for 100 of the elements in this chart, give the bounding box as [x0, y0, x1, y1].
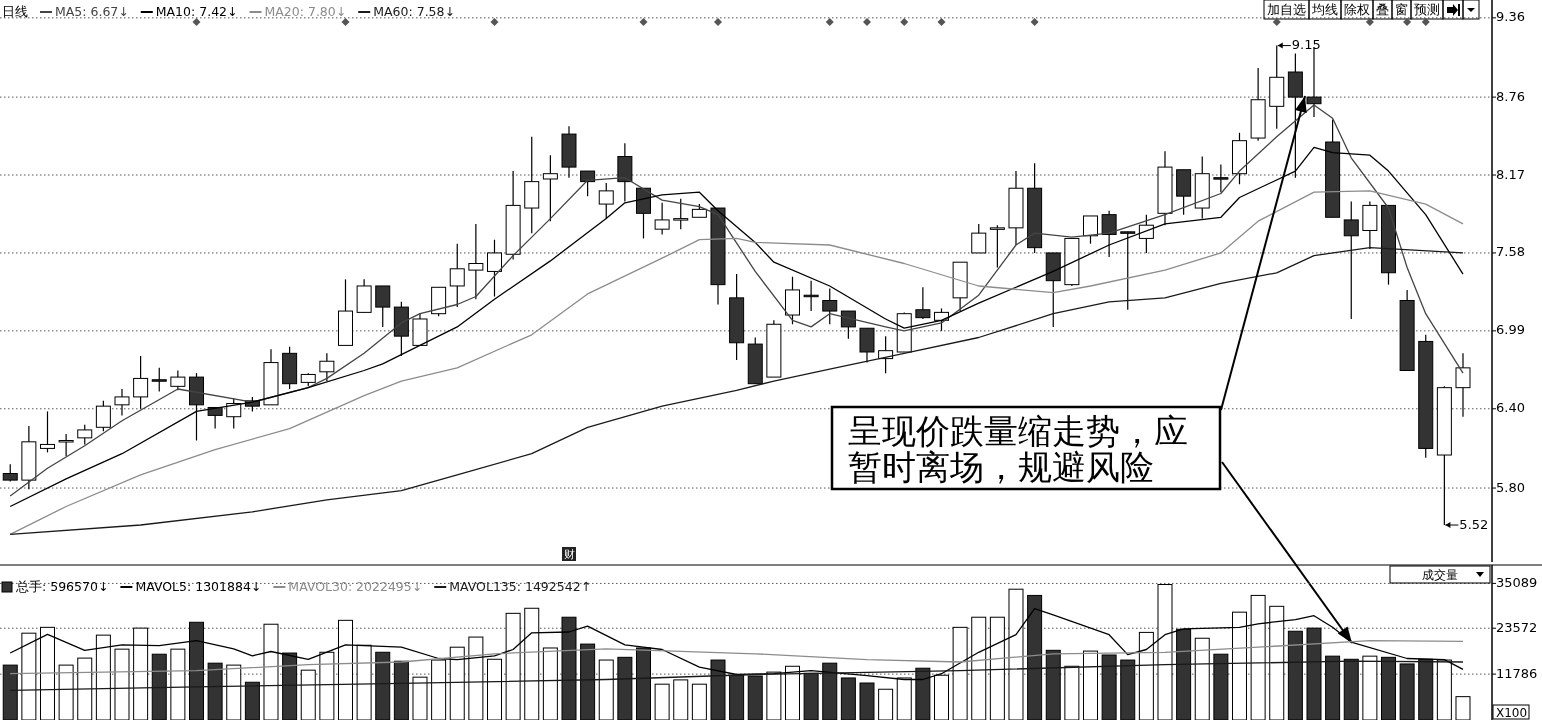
candlestick	[859, 327, 875, 364]
candlestick	[1082, 215, 1098, 245]
candlestick	[673, 198, 689, 230]
annotation: 成交量	[1422, 567, 1458, 582]
bar	[580, 643, 596, 720]
candlestick	[580, 170, 596, 197]
bar	[207, 662, 223, 720]
candlestick	[1343, 200, 1359, 320]
bar	[1343, 658, 1359, 720]
bar	[1399, 663, 1415, 720]
legend-label: MA10: 7.42↓	[155, 3, 238, 19]
y-tick-label: 5.80	[1496, 479, 1525, 495]
line-series	[9, 639, 1464, 675]
bar	[598, 659, 614, 720]
bar	[393, 660, 409, 720]
annotation: 呈现价跌量缩走势，应暂时离场，规避风险	[848, 411, 1188, 487]
candlestick	[1120, 231, 1136, 311]
bar	[486, 658, 502, 720]
candlestick	[226, 397, 242, 430]
legend-label: MA5: 6.67↓	[55, 3, 129, 19]
candlestick	[1101, 210, 1117, 258]
bar	[654, 683, 670, 720]
legend-label: MA20: 7.80↓	[264, 3, 347, 19]
candlestick	[1138, 214, 1154, 254]
bar	[1194, 637, 1210, 720]
bar	[673, 679, 689, 720]
candlestick	[375, 285, 391, 328]
annotation: 均线	[1311, 1, 1338, 17]
candlestick	[542, 154, 558, 222]
bar	[1064, 665, 1080, 720]
legend-label: MAVOL30: 2022495↓	[288, 578, 423, 594]
candlestick	[915, 286, 931, 320]
candlestick	[598, 182, 614, 220]
bar	[170, 648, 186, 720]
bar	[58, 664, 74, 720]
candlestick	[151, 367, 167, 393]
bar	[244, 681, 260, 720]
bar	[1455, 696, 1471, 720]
bar	[226, 664, 242, 720]
candlestick	[39, 410, 55, 453]
y-tick-label: 6.40	[1496, 400, 1525, 416]
bar	[412, 676, 428, 720]
bar	[617, 656, 633, 720]
candlestick	[822, 288, 838, 325]
y-tick-label: 8.76	[1496, 88, 1525, 104]
annotation: 加自选	[1267, 1, 1306, 17]
candlestick	[486, 239, 502, 298]
legend-label: MAVOL5: 1301884↓	[135, 578, 262, 594]
annotation: 9.15	[1291, 37, 1321, 53]
y-axis-title: X100	[1496, 706, 1528, 720]
bar	[1045, 649, 1061, 720]
bar	[803, 672, 819, 720]
candlestick	[114, 388, 130, 416]
bar	[1082, 650, 1098, 720]
annotation: 5.52	[1459, 516, 1489, 532]
candlestick	[654, 202, 670, 236]
y-tick-label: 35089	[1496, 574, 1538, 590]
bar	[1306, 627, 1322, 720]
annotation: 窗	[1395, 1, 1408, 17]
bar	[1120, 659, 1136, 720]
bar	[300, 669, 316, 720]
candlestick	[58, 433, 74, 457]
candlestick	[319, 352, 335, 382]
bar	[2, 664, 18, 720]
bar	[878, 688, 894, 720]
annotation: 预测	[1414, 1, 1440, 17]
bar	[1325, 655, 1341, 720]
candlestick	[971, 223, 987, 254]
candlestick	[95, 400, 111, 432]
candlestick	[449, 243, 465, 308]
bar	[375, 651, 391, 720]
candlestick	[133, 355, 149, 410]
chart-title: 日线	[2, 3, 28, 19]
y-tick-label: 23572	[1496, 619, 1538, 635]
y-tick-label: 8.17	[1496, 166, 1525, 182]
y-tick-label: 6.99	[1496, 322, 1525, 338]
bar	[151, 653, 167, 720]
candlestick	[840, 310, 856, 340]
bar	[859, 682, 875, 720]
candlestick	[77, 424, 93, 446]
bar	[691, 683, 707, 720]
y-tick-label: 7.58	[1496, 244, 1525, 260]
y-tick-label: 9.36	[1496, 9, 1525, 25]
bar	[1287, 630, 1303, 720]
line-series	[9, 660, 1464, 692]
bar	[1213, 653, 1229, 720]
ylabel: X100	[1492, 704, 1530, 720]
legend-label: 总手: 596570↓	[15, 578, 109, 594]
legend-label: MA60: 7.58↓	[373, 3, 455, 19]
legend-label: MAVOL135: 1492542↑	[449, 578, 592, 594]
bar	[840, 677, 856, 720]
y-tick-label: 11786	[1496, 665, 1538, 681]
candlestick	[1213, 163, 1229, 193]
candlestick	[468, 223, 484, 300]
candlestick	[989, 224, 1005, 269]
annotation: 叠	[1376, 1, 1389, 17]
annotation: 除权	[1344, 1, 1370, 17]
bar	[1362, 655, 1378, 720]
bar	[542, 647, 558, 720]
candlestick	[1455, 352, 1471, 418]
